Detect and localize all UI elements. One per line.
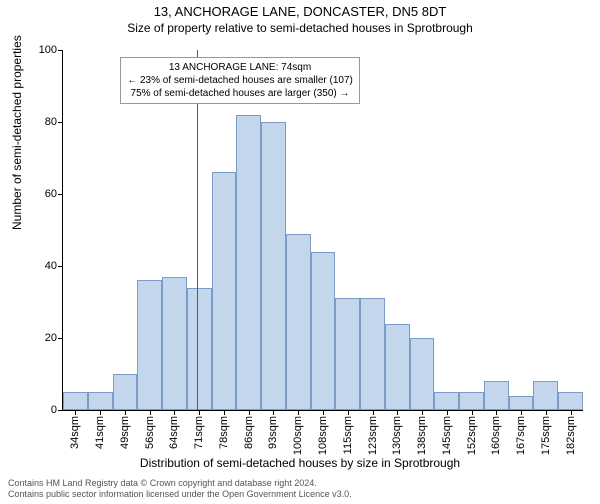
- bar: [434, 392, 459, 410]
- x-tick-label: 130sqm: [391, 416, 403, 455]
- bar: [558, 392, 583, 410]
- bar: [509, 396, 534, 410]
- x-tick-label: 49sqm: [119, 416, 131, 449]
- x-tick: [422, 410, 423, 415]
- y-tick-label: 0: [51, 404, 57, 416]
- chart-title: 13, ANCHORAGE LANE, DONCASTER, DN5 8DT: [0, 4, 600, 19]
- y-tick-label: 80: [45, 116, 57, 128]
- bar: [162, 277, 187, 410]
- x-tick: [125, 410, 126, 415]
- bar: [88, 392, 113, 410]
- y-tick: [58, 266, 63, 267]
- x-tick-label: 123sqm: [367, 416, 379, 455]
- bar: [385, 324, 410, 410]
- x-tick-label: 167sqm: [515, 416, 527, 455]
- bar: [137, 280, 162, 410]
- x-tick: [571, 410, 572, 415]
- bar: [360, 298, 385, 410]
- y-tick-label: 20: [45, 332, 57, 344]
- chart-container: 13, ANCHORAGE LANE, DONCASTER, DN5 8DT S…: [0, 4, 600, 504]
- x-tick: [348, 410, 349, 415]
- x-tick-label: 34sqm: [69, 416, 81, 449]
- x-tick: [546, 410, 547, 415]
- x-tick: [100, 410, 101, 415]
- x-tick: [521, 410, 522, 415]
- x-tick: [75, 410, 76, 415]
- y-axis-label: Number of semi-detached properties: [10, 35, 24, 230]
- bar: [212, 172, 237, 410]
- y-tick: [58, 122, 63, 123]
- x-tick: [496, 410, 497, 415]
- bar: [410, 338, 435, 410]
- x-tick-label: 115sqm: [342, 416, 354, 454]
- plot-wrapper: 02040608010034sqm41sqm49sqm56sqm64sqm71s…: [62, 50, 582, 410]
- x-tick-label: 71sqm: [193, 416, 205, 449]
- x-tick: [199, 410, 200, 415]
- annotation-line: 75% of semi-detached houses are larger (…: [127, 87, 353, 100]
- chart-subtitle: Size of property relative to semi-detach…: [0, 21, 600, 35]
- x-tick: [323, 410, 324, 415]
- x-tick: [472, 410, 473, 415]
- bar: [533, 381, 558, 410]
- x-tick-label: 182sqm: [565, 416, 577, 455]
- y-tick-label: 60: [45, 188, 57, 200]
- x-tick-label: 86sqm: [243, 416, 255, 449]
- y-tick-label: 40: [45, 260, 57, 272]
- x-tick: [373, 410, 374, 415]
- x-tick-label: 41sqm: [94, 416, 106, 449]
- annotation-box: 13 ANCHORAGE LANE: 74sqm← 23% of semi-de…: [120, 57, 360, 104]
- annotation-line: ← 23% of semi-detached houses are smalle…: [127, 74, 353, 87]
- x-tick: [224, 410, 225, 415]
- x-tick: [150, 410, 151, 415]
- bar: [63, 392, 88, 410]
- bar: [311, 252, 336, 410]
- bar: [187, 288, 212, 410]
- y-tick-label: 100: [39, 44, 57, 56]
- y-tick: [58, 194, 63, 195]
- x-tick: [447, 410, 448, 415]
- annotation-line: 13 ANCHORAGE LANE: 74sqm: [127, 61, 353, 74]
- x-tick-label: 145sqm: [441, 416, 453, 455]
- x-tick: [397, 410, 398, 415]
- x-tick-label: 108sqm: [317, 416, 329, 455]
- bar: [261, 122, 286, 410]
- x-tick: [249, 410, 250, 415]
- bar: [335, 298, 360, 410]
- x-tick-label: 175sqm: [540, 416, 552, 455]
- bar: [484, 381, 509, 410]
- x-tick-label: 100sqm: [292, 416, 304, 455]
- footnote-line2: Contains public sector information licen…: [8, 489, 352, 500]
- footnote-line1: Contains HM Land Registry data © Crown c…: [8, 478, 352, 489]
- x-tick-label: 138sqm: [416, 416, 428, 455]
- x-tick-label: 64sqm: [168, 416, 180, 449]
- y-tick: [58, 50, 63, 51]
- bar: [236, 115, 261, 410]
- x-tick: [174, 410, 175, 415]
- x-tick: [273, 410, 274, 415]
- footnote: Contains HM Land Registry data © Crown c…: [8, 478, 352, 500]
- bar: [286, 234, 311, 410]
- x-tick: [298, 410, 299, 415]
- plot-area: 02040608010034sqm41sqm49sqm56sqm64sqm71s…: [62, 50, 583, 411]
- x-tick-label: 93sqm: [267, 416, 279, 449]
- x-tick-label: 160sqm: [490, 416, 502, 455]
- bar: [459, 392, 484, 410]
- x-tick-label: 78sqm: [218, 416, 230, 449]
- bar: [113, 374, 138, 410]
- x-axis-label: Distribution of semi-detached houses by …: [0, 456, 600, 470]
- y-tick: [58, 410, 63, 411]
- x-tick-label: 56sqm: [144, 416, 156, 449]
- y-tick: [58, 338, 63, 339]
- x-tick-label: 152sqm: [466, 416, 478, 455]
